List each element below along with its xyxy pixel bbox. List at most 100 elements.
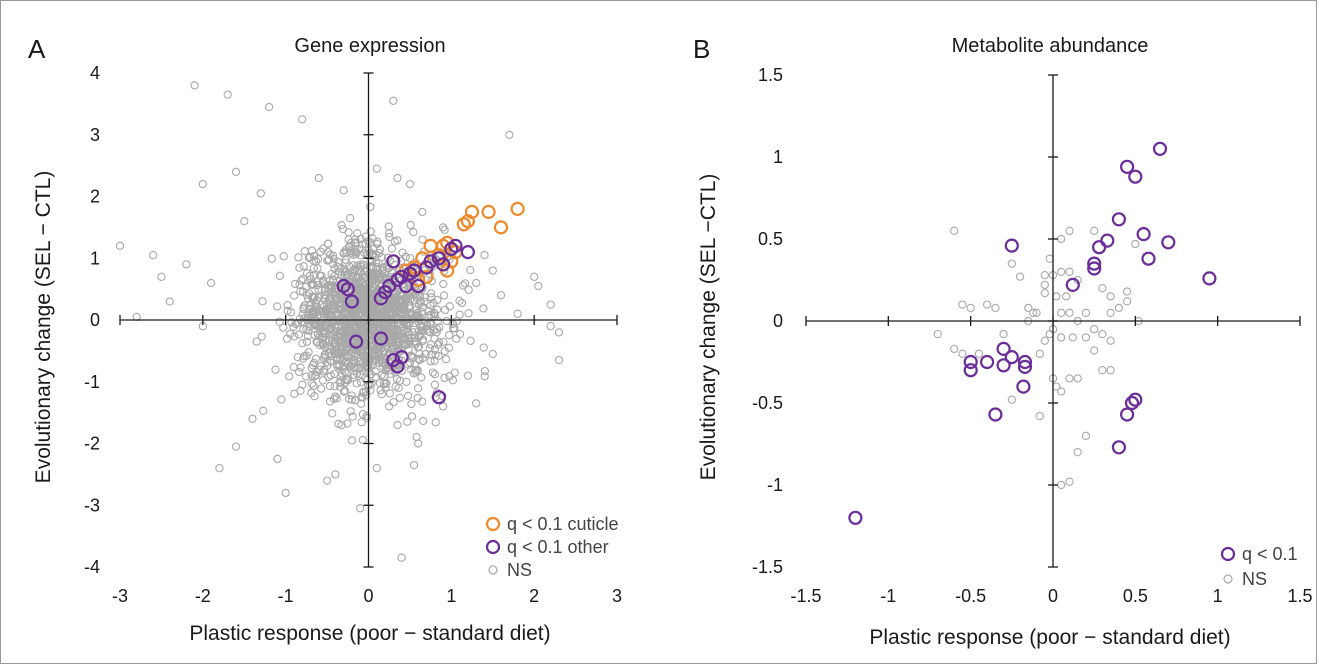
scatter-point [271,365,280,374]
x-tick-label: 1.5 [1287,586,1312,606]
scatter-point [304,253,314,263]
scatter-point [405,358,415,368]
scatter-point [381,380,390,389]
scatter-point [457,298,467,308]
scatter-point [950,344,959,354]
y-tick-label: 1 [90,248,100,268]
scatter-point [1119,407,1135,422]
panel-a-plot: -3 -2 -1 0 1 2 3 -4 -3 -2 -1 0 1 2 3 4 [84,63,622,606]
scatter-point [1098,284,1107,293]
scatter-point [466,265,475,275]
scatter-point [377,390,386,399]
scatter-point [332,394,341,403]
scatter-point [331,298,340,307]
scatter-point [357,301,366,310]
scatter-point [322,476,332,485]
scatter-point [256,189,265,198]
scatter-point [352,379,361,388]
scatter-point [182,260,191,269]
scatter-point [295,263,304,272]
scatter-point [458,281,468,290]
scatter-point [348,313,357,322]
legend-label: NS [507,560,532,580]
scatter-point [389,398,398,407]
scatter-point [346,407,355,416]
scatter-point [290,279,300,289]
scatter-point [320,365,329,374]
scatter-point [248,414,257,423]
scatter-point [409,314,418,323]
scatter-point [289,363,298,372]
scatter-point [373,270,382,280]
scatter-point [281,488,290,498]
scatter-point [412,293,421,302]
scatter-point [362,376,372,385]
panel-b-title: Metabolite abundance [952,35,1149,57]
scatter-point [419,416,428,426]
scatter-point [404,345,413,354]
legend-label: NS [1242,569,1267,589]
scatter-point [1111,440,1127,455]
scatter-point [554,355,564,365]
scatter-point [341,345,350,354]
scatter-point [445,302,454,311]
scatter-point [1100,233,1115,248]
scatter-point [1016,379,1031,394]
x-tick-label: -1 [880,586,896,606]
scatter-point [448,238,463,253]
scatter-point [411,278,426,294]
scatter-point [1052,292,1061,301]
scatter-point [328,338,338,347]
scatter-point [1040,280,1049,290]
scatter-point [353,306,362,315]
scatter-point [390,237,399,246]
scatter-point [356,504,365,513]
scatter-point [368,347,378,357]
scatter-point [293,353,302,362]
scatter-point [402,377,411,386]
scatter-point [394,350,409,365]
scatter-point [1141,251,1156,266]
scatter-point [1119,159,1135,174]
scatter-point [1090,226,1099,235]
scatter-point [440,225,449,234]
scatter-point [365,329,374,338]
scatter-point [302,351,311,360]
scatter-point [1040,270,1049,280]
scatter-point [298,115,307,124]
series-q-0-1 [848,141,1217,525]
scatter-point [303,331,313,341]
scatter-point [300,313,309,323]
scatter-point [223,90,232,99]
scatter-point [283,300,292,310]
scatter-point [285,372,294,381]
scatter-point [505,130,514,139]
scatter-point [349,370,359,379]
scatter-point [334,336,344,346]
scatter-point [1136,227,1151,242]
scatter-point [302,337,312,346]
scatter-point [372,332,381,341]
scatter-point [421,349,430,359]
scatter-point [1098,366,1107,375]
scatter-point [326,282,335,291]
scatter-point [991,303,1000,313]
scatter-point [1152,141,1168,156]
scatter-point [334,419,343,429]
scatter-point [496,291,506,300]
scatter-point [309,251,319,261]
scatter-point [455,310,464,319]
scatter-point [309,310,318,320]
scatter-point [252,337,261,346]
scatter-point [315,271,325,280]
scatter-point [1045,254,1054,263]
scatter-point [404,327,413,337]
scatter-point [231,442,241,451]
y-tick-label: -1 [84,372,100,392]
scatter-point [423,254,438,269]
data-points [115,81,564,562]
scatter-point [1007,395,1016,404]
scatter-point [318,376,328,385]
scatter-point [339,353,349,362]
